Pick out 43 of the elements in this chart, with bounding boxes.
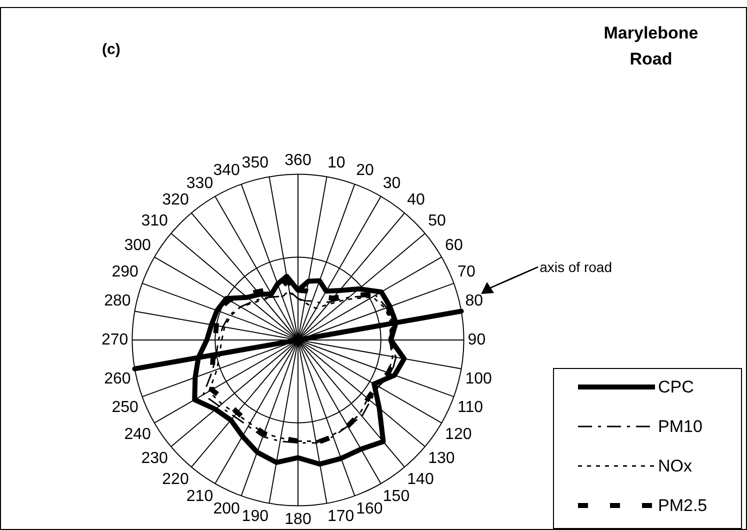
spoke-label: 220: [162, 471, 189, 488]
spoke-label: 80: [465, 292, 484, 310]
spoke-label: 90: [468, 331, 486, 348]
spoke-label: 70: [458, 264, 476, 281]
spoke-label: 190: [242, 508, 269, 526]
text: axis of road: [540, 259, 612, 276]
spoke-label: 40: [407, 192, 426, 209]
spoke-label: 10: [327, 154, 346, 172]
spoke-label: 150: [382, 488, 410, 506]
spoke-label: 60: [445, 236, 463, 254]
legend-label: CPC: [658, 378, 694, 397]
spoke-label: 250: [112, 399, 139, 416]
spoke-label: 140: [407, 471, 434, 488]
spoke-label: 240: [124, 426, 152, 443]
spoke-label: 130: [428, 450, 455, 468]
spoke-label: 320: [162, 192, 189, 209]
spoke-label: 310: [141, 212, 168, 230]
legend-label: PM2.5: [658, 496, 708, 516]
spoke-label: 330: [186, 174, 214, 192]
legend-label: PM10: [658, 417, 702, 436]
spoke-label: 290: [112, 264, 139, 281]
spoke-label: 280: [104, 292, 131, 310]
spoke-label: 180: [284, 510, 312, 528]
spoke-label: 340: [213, 162, 240, 180]
spoke-label: 160: [356, 500, 383, 518]
spoke-label: 210: [186, 488, 214, 506]
spoke-label: 20: [356, 162, 374, 180]
spoke-label: 270: [101, 331, 128, 348]
spoke-label: 120: [445, 426, 472, 443]
spoke-label: 200: [213, 500, 240, 518]
spoke-label: 350: [242, 154, 269, 172]
spoke-label: 260: [104, 370, 131, 388]
spoke-label: 230: [141, 450, 168, 468]
text: (c): [102, 41, 120, 58]
chart-title: Marylebone Road: [604, 24, 698, 69]
spoke-label: 30: [382, 174, 401, 192]
spoke-label: 50: [428, 212, 446, 230]
spoke-label: 300: [124, 236, 152, 254]
legend-label: NOx: [658, 456, 692, 476]
spoke-label: 100: [465, 370, 492, 388]
spoke-label: 360: [284, 152, 312, 170]
spoke-label: 170: [327, 508, 354, 526]
spoke-label: 110: [458, 399, 484, 416]
